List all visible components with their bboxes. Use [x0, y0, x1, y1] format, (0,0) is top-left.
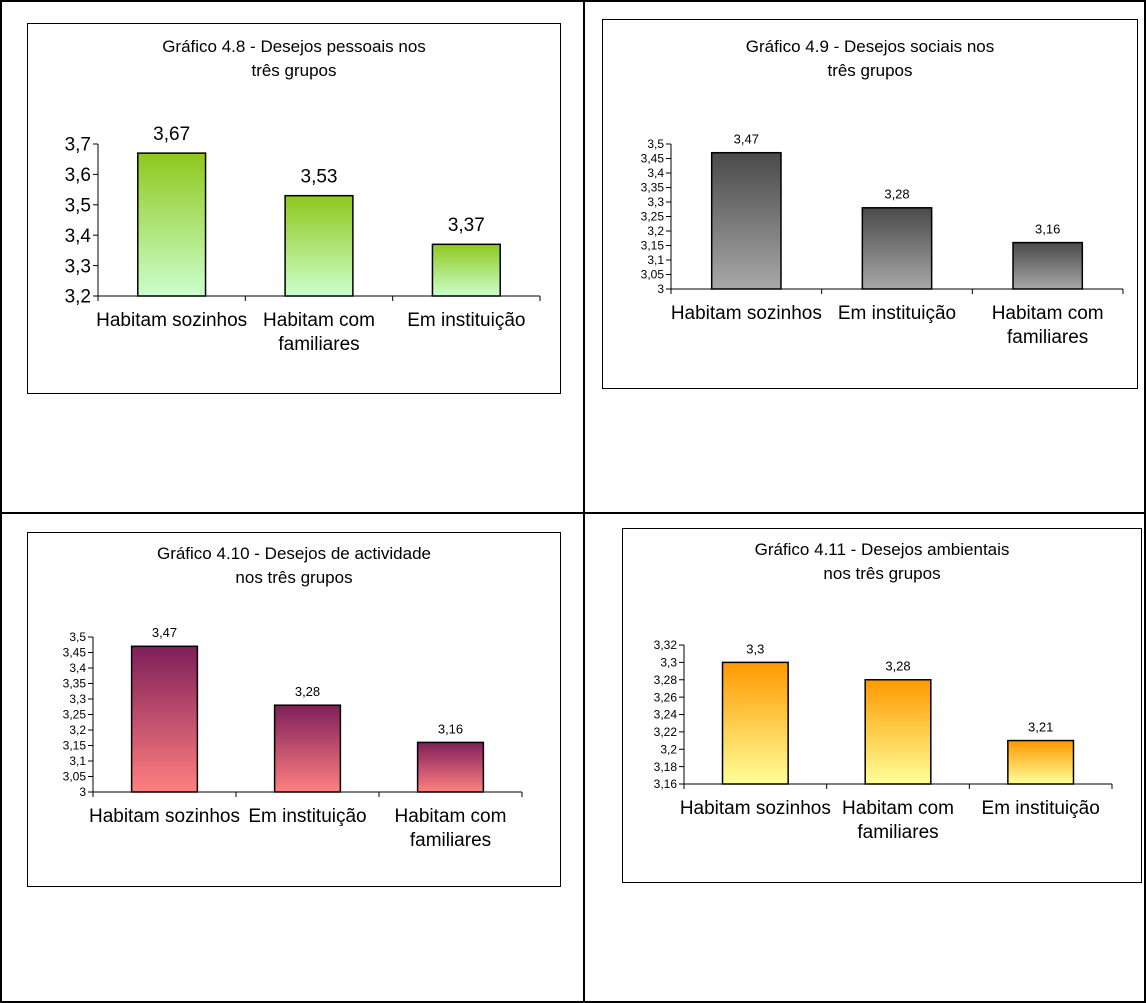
- y-tick-label: 3,5: [647, 137, 664, 151]
- y-tick-label: 3,5: [65, 195, 91, 216]
- y-tick-label: 3,3: [660, 656, 677, 670]
- bar: [710, 151, 782, 290]
- data-label: 3,37: [448, 215, 485, 236]
- y-tick-label: 3,25: [641, 210, 665, 224]
- category-label: Habitam com familiares: [263, 310, 375, 355]
- y-tick-label: 3,25: [63, 708, 87, 722]
- data-label: 3,3: [746, 641, 764, 656]
- y-tick-label: 3,1: [69, 754, 86, 768]
- data-label: 3,21: [1028, 719, 1053, 734]
- data-label: 3,28: [884, 187, 909, 202]
- bar: [137, 152, 207, 297]
- category-label: Habitam sozinhos: [96, 310, 247, 331]
- chart-panel-2: Gráfico 4.9 - Desejos sociais nos três g…: [602, 19, 1138, 389]
- chart-panel-4: Gráfico 4.11 - Desejos ambientais nos tr…: [622, 528, 1142, 883]
- bar: [130, 645, 199, 793]
- y-tick-label: 3,2: [65, 287, 91, 308]
- category-label: Habitam sozinhos: [671, 303, 822, 324]
- data-label: 3,28: [885, 659, 910, 674]
- y-tick-label: 3,15: [63, 739, 87, 753]
- category-label: Habitam sozinhos: [680, 798, 831, 819]
- category-label: Em instituição: [248, 806, 366, 827]
- chart-panel-3: Gráfico 4.10 - Desejos de actividade nos…: [27, 532, 561, 887]
- y-tick-label: 3,1: [647, 253, 664, 267]
- category-label: Habitam com familiares: [992, 303, 1104, 348]
- y-tick-label: 3,15: [641, 239, 665, 253]
- chart-title: Gráfico 4.9 - Desejos sociais nos três g…: [745, 37, 995, 80]
- y-tick-label: 3,3: [647, 195, 664, 209]
- bar-chart: 33,053,13,153,23,253,33,353,43,453,5 3,47…: [641, 132, 1124, 348]
- y-tick-label: 3,2: [660, 742, 677, 756]
- data-label: 3,47: [734, 132, 759, 147]
- y-tick-label: 3,5: [69, 630, 86, 644]
- category-label: Em instituição: [838, 303, 956, 324]
- y-tick-label: 3,05: [63, 770, 87, 784]
- bar: [861, 207, 933, 290]
- y-tick-label: 3,3: [65, 256, 91, 277]
- y-tick-label: 3: [657, 282, 664, 296]
- bar-chart: 3,2 3,3 3,4 3,5 3,6 3,7 3,67 Habitam sozinhos 3,…: [65, 124, 541, 355]
- y-tick-label: 3,35: [641, 181, 665, 195]
- bar: [416, 741, 485, 793]
- bar: [1007, 739, 1075, 785]
- y-tick-label: 3,7: [65, 135, 91, 156]
- y-tick-label: 3,2: [647, 224, 664, 238]
- category-label: Habitam com familiares: [842, 798, 954, 843]
- y-tick-label: 3,4: [69, 661, 86, 675]
- y-tick-label: 3,4: [647, 166, 664, 180]
- y-tick-label: 3,28: [654, 673, 678, 687]
- y-tick-label: 3,6: [65, 165, 91, 186]
- chart-title: Gráfico 4.8 - Desejos pessoais nos três …: [162, 37, 426, 80]
- bar: [1012, 241, 1084, 290]
- y-tick-label: 3,32: [654, 638, 678, 652]
- bar: [431, 243, 501, 297]
- data-label: 3,67: [153, 124, 190, 145]
- bar: [864, 679, 932, 785]
- y-tick-label: 3,18: [654, 760, 678, 774]
- category-label: Em instituição: [407, 310, 525, 331]
- y-tick-label: 3,16: [654, 777, 678, 791]
- y-tick-label: 3,22: [654, 725, 678, 739]
- data-label: 3,47: [152, 625, 177, 640]
- data-label: 3,28: [295, 684, 320, 699]
- y-tick-label: 3,26: [654, 690, 678, 704]
- category-label: Habitam sozinhos: [89, 806, 240, 827]
- chart-panel-1: Gráfico 4.8 - Desejos pessoais nos três …: [27, 23, 561, 394]
- y-tick-label: 3,24: [654, 708, 678, 722]
- y-tick-label: 3,3: [69, 692, 86, 706]
- chart-title: Gráfico 4.11 - Desejos ambientais nos tr…: [754, 540, 1010, 583]
- y-tick-label: 3,4: [65, 226, 92, 247]
- y-tick-label: 3,35: [63, 677, 87, 691]
- data-label: 3,53: [301, 166, 338, 187]
- y-tick-label: 3,45: [641, 152, 665, 166]
- y-tick-label: 3,45: [63, 646, 87, 660]
- y-tick-label: 3,2: [69, 723, 86, 737]
- data-label: 3,16: [1035, 222, 1060, 237]
- chart-title: Gráfico 4.10 - Desejos de actividade nos…: [156, 544, 432, 587]
- category-label: Habitam com familiares: [395, 806, 507, 851]
- y-tick-label: 3: [79, 785, 86, 799]
- bar-chart: 3,16 3,18 3,2 3,22 3,24 3,26 3,28 3,3 3,32 3,3 Hab…: [654, 638, 1113, 843]
- data-label: 3,16: [438, 721, 463, 736]
- bar: [284, 194, 354, 297]
- bar-chart: 33,05 3,13,15 3,23,25 3,33,35 3,43,45 3,5 3,47…: [63, 625, 523, 851]
- bar: [721, 661, 789, 785]
- bar: [273, 704, 342, 793]
- category-label: Em instituição: [982, 798, 1100, 819]
- y-tick-label: 3,05: [641, 268, 665, 282]
